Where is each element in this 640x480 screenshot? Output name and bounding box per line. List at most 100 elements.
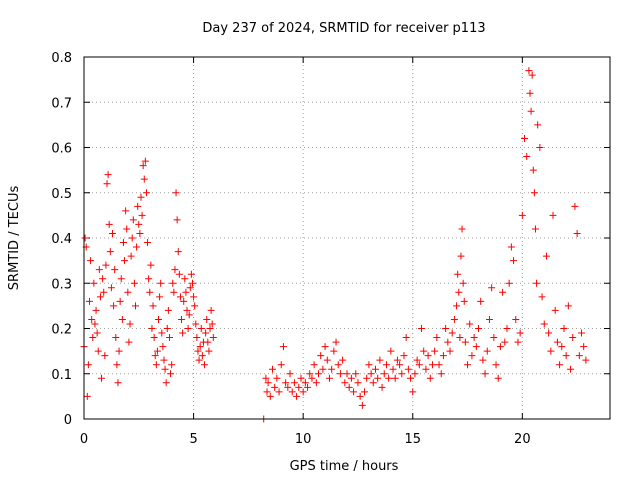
data-point — [112, 334, 120, 342]
data-point — [516, 329, 524, 337]
y-tick-label: 0.8 — [51, 51, 72, 66]
data-point — [153, 347, 161, 355]
data-point — [404, 365, 412, 373]
data-point — [393, 356, 401, 364]
data-point — [293, 392, 301, 400]
data-point — [201, 361, 209, 369]
data-point — [90, 279, 98, 287]
data-point — [521, 134, 529, 142]
data-point — [130, 279, 138, 287]
data-point — [301, 379, 309, 387]
data-point — [505, 279, 513, 287]
data-point — [139, 162, 147, 170]
data-point — [332, 338, 340, 346]
data-point — [156, 293, 164, 301]
data-point — [282, 379, 290, 387]
data-point — [105, 220, 113, 228]
data-point — [400, 352, 408, 360]
data-point — [558, 343, 566, 351]
data-point — [350, 388, 358, 396]
data-point — [367, 370, 375, 378]
data-point — [510, 257, 518, 265]
y-axis-label: SRMTID / TECUs — [7, 186, 22, 291]
data-point — [494, 374, 502, 382]
data-point — [391, 374, 399, 382]
data-point — [363, 374, 371, 382]
data-point — [328, 365, 336, 373]
data-point — [475, 325, 482, 332]
data-point — [376, 356, 384, 364]
data-point — [125, 338, 133, 346]
data-point — [389, 365, 397, 373]
data-point — [297, 374, 305, 382]
data-point — [418, 325, 426, 332]
data-point — [88, 315, 96, 323]
data-point — [116, 297, 124, 305]
data-point — [295, 383, 303, 391]
data-point — [176, 293, 184, 301]
data-point — [330, 347, 338, 355]
data-point — [288, 388, 296, 396]
data-point — [531, 225, 539, 233]
data-point — [409, 388, 417, 396]
data-point — [503, 325, 511, 332]
data-point — [103, 180, 111, 188]
data-point — [122, 207, 130, 215]
data-point — [190, 293, 198, 301]
data-point — [203, 315, 211, 323]
data-point — [179, 329, 187, 337]
data-point — [186, 284, 194, 292]
data-point — [87, 257, 95, 265]
data-point — [485, 315, 493, 323]
data-point — [111, 266, 119, 274]
data-point — [106, 248, 114, 256]
data-point — [556, 361, 564, 369]
data-point — [148, 325, 156, 332]
data-point — [100, 288, 108, 296]
data-point — [93, 329, 101, 337]
data-point — [204, 338, 212, 346]
data-point — [492, 361, 500, 369]
data-point — [446, 347, 454, 355]
data-point — [312, 379, 320, 387]
x-tick-label: 20 — [514, 432, 531, 447]
data-point — [488, 284, 496, 292]
data-point — [536, 144, 544, 151]
data-point — [569, 334, 577, 342]
data-point — [431, 347, 439, 355]
data-point — [317, 352, 325, 360]
data-point — [477, 297, 485, 305]
data-point — [526, 89, 534, 97]
data-point — [358, 401, 366, 409]
data-point — [540, 320, 548, 328]
data-point — [424, 352, 432, 360]
data-point — [159, 343, 167, 351]
data-point — [145, 275, 153, 283]
data-point — [308, 374, 316, 382]
data-point — [354, 379, 362, 387]
data-point — [453, 302, 461, 310]
data-point — [262, 374, 270, 382]
x-tick-label: 10 — [295, 432, 312, 447]
data-point — [160, 356, 168, 364]
data-point — [547, 347, 555, 355]
data-point — [343, 370, 351, 378]
data-point — [560, 325, 568, 332]
data-point — [413, 356, 421, 364]
data-point — [501, 338, 509, 346]
data-point — [464, 361, 472, 369]
data-point — [507, 243, 515, 251]
data-point — [127, 252, 135, 260]
data-point — [140, 175, 148, 183]
data-point — [380, 370, 388, 378]
data-point — [192, 320, 200, 328]
data-point — [450, 315, 458, 323]
y-tick-label: 0.3 — [51, 277, 72, 292]
data-point — [564, 302, 572, 310]
data-point — [365, 361, 373, 369]
data-point — [144, 239, 152, 247]
data-point — [164, 306, 172, 314]
data-point — [197, 325, 205, 332]
data-point — [562, 352, 570, 360]
data-point — [385, 374, 393, 382]
